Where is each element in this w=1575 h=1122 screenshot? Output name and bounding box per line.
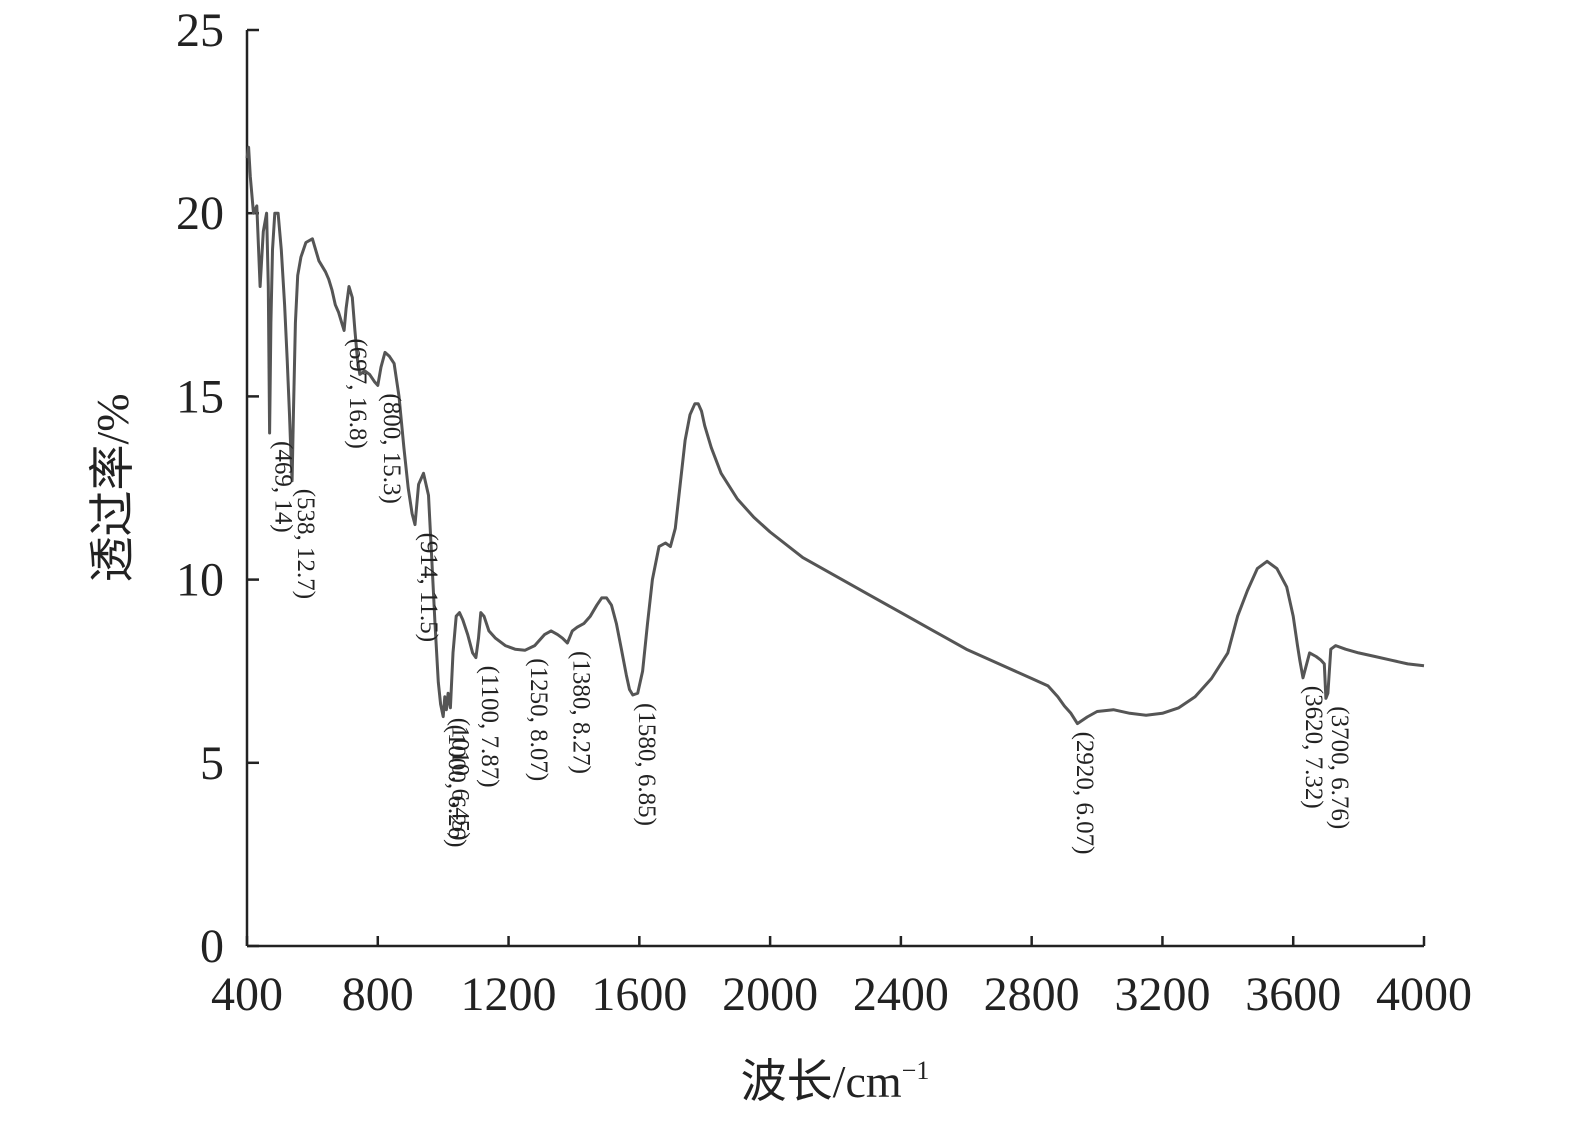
y-axis-title: 透过率/%: [87, 393, 138, 582]
peak-label: (914, 11.5): [415, 533, 442, 642]
x-tick-label: 2000: [722, 968, 818, 1021]
y-tick-label: 20: [176, 187, 224, 240]
peak-label: (1580, 6.85): [633, 703, 660, 826]
peak-label: (3700, 6.76): [1326, 706, 1353, 829]
peak-label: (1010, 6.45): [446, 718, 473, 841]
x-tick-label: 400: [211, 968, 283, 1021]
x-axis-title: 波长/cm−1: [741, 1056, 930, 1107]
y-tick-label: 25: [176, 4, 224, 57]
peak-label: (1100, 7.87): [476, 666, 503, 788]
peak-label: (538, 12.7): [292, 489, 319, 599]
peak-label: (800, 15.3): [378, 393, 405, 503]
peak-annotations: (469, 14)(538, 12.7) (697, 16.8) (800, 15.…: [270, 338, 1353, 854]
x-tick-label: 4000: [1376, 968, 1472, 1021]
peak-label: (1000, 6.26): [443, 725, 470, 848]
peak-label: (469, 14): [270, 441, 297, 533]
y-tick-label: 15: [176, 370, 224, 423]
x-tick-label: 3600: [1245, 968, 1341, 1021]
peak-label: (2920, 6.07): [1071, 732, 1098, 855]
x-ticks: 400 800 1200 1600 2000 2400 2800 3200 3600 4000: [211, 936, 1472, 1021]
axes: [245, 30, 1424, 948]
x-tick-label: 1600: [591, 968, 687, 1021]
y-tick-label: 5: [200, 737, 224, 790]
peak-label: (697, 16.8): [344, 338, 371, 448]
y-ticks: 0 5 10 15 20 25: [176, 4, 259, 973]
y-tick-label: 10: [176, 554, 224, 607]
y-tick-label: 0: [200, 920, 224, 973]
x-tick-label: 800: [342, 968, 414, 1021]
x-tick-label: 1200: [461, 968, 557, 1021]
x-tick-label: 2800: [984, 968, 1080, 1021]
peak-label: (1380, 8.27): [567, 651, 594, 774]
spectrum-line: [245, 145, 1425, 726]
x-tick-label: 2400: [853, 968, 949, 1021]
x-axis-title-superscript: −1: [902, 1056, 930, 1085]
peak-label: (1250, 8.07): [525, 658, 552, 781]
peak-label: (3620, 7.32): [1300, 686, 1327, 809]
x-tick-label: 3200: [1114, 968, 1210, 1021]
